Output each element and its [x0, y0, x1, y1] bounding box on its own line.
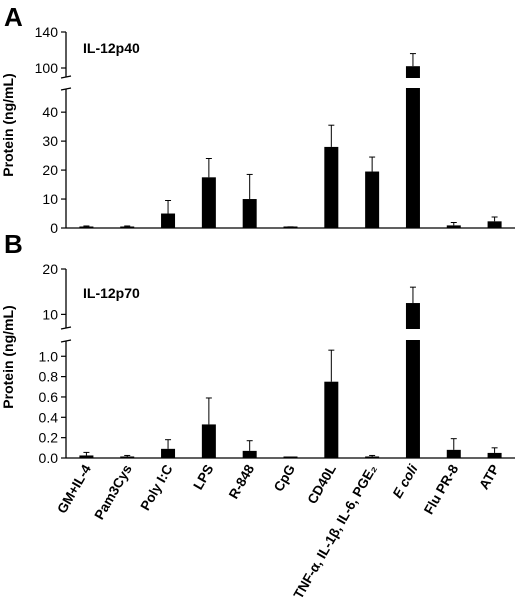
panel-b-bar	[283, 456, 298, 458]
x-tick-label: LPS	[190, 462, 216, 492]
panel-b-y-tick-label: 1.0	[39, 348, 59, 364]
panel-b-bar	[242, 450, 257, 458]
x-tick-label: Poly I:C	[138, 462, 176, 513]
panel-a-bar	[201, 177, 216, 228]
panel-a-title: IL-12p40	[83, 40, 140, 56]
panel-b-bar	[405, 303, 420, 458]
panel-a-y-tick-label: 10	[42, 191, 58, 207]
panel-b-bar	[446, 449, 461, 458]
x-tick-label: E coli	[390, 462, 421, 501]
panel-a-y-tick-label: 30	[42, 133, 58, 149]
panel-a-bar-break-gap	[404, 78, 421, 88]
panel-a-bar	[365, 171, 380, 228]
panel-a-bar	[242, 199, 257, 228]
panel-b-bar	[201, 424, 216, 458]
panel-a-axis-break-mark-lower	[60, 87, 72, 91]
panel-a-y-tick-label: 140	[35, 24, 59, 40]
panel-b-label: B	[4, 229, 23, 259]
panel-a-y-axis-label: Protein (ng/mL)	[0, 73, 16, 176]
panel-a-y-tick-label: 0	[50, 220, 58, 236]
panel-a-y-tick-label: 100	[35, 60, 59, 76]
panel-a-bar	[120, 226, 135, 228]
x-tick-label: Flu PR-8	[421, 462, 462, 517]
x-tick-label: CpG	[271, 462, 298, 494]
x-tick-label: TNF-α, IL-1β, IL-6, PGE₂	[291, 462, 380, 601]
panel-b-y-tick-label: 20	[42, 261, 58, 277]
panel-b-y-tick-label: 0.6	[39, 389, 59, 405]
x-tick-label: Pam3Cys	[91, 462, 134, 522]
panel-b-y-tick-label: 0.4	[39, 409, 59, 425]
panel-a-label: A	[4, 2, 23, 32]
panel-a-bar	[79, 226, 94, 228]
panel-a-bar	[161, 213, 176, 228]
panel-a-y-tick-label: 20	[42, 162, 58, 178]
panel-a-bar	[405, 66, 420, 228]
panel-b-title: IL-12p70	[83, 285, 140, 301]
panel-a: A IL-12p40 Protein (ng/mL) 100 140 0 10 20 30…	[0, 2, 515, 236]
panel-b-y-axis-label: Protein (ng/mL)	[0, 305, 16, 408]
panel-b-bar	[324, 381, 339, 458]
panel-b-bar	[120, 456, 135, 458]
panel-b-bar	[487, 452, 502, 458]
panel-b-bar	[365, 456, 380, 458]
panel-a-bar	[324, 146, 339, 228]
panel-a-y-tick-label: 40	[42, 104, 58, 120]
panel-a-axis-break-mark-upper	[60, 75, 72, 79]
x-tick-label: R-848	[226, 462, 258, 502]
panel-a-bar	[446, 225, 461, 228]
panel-b-axis-break-mark-upper	[60, 326, 72, 330]
panel-b-bar	[161, 448, 176, 458]
x-tick-label: GM+IL-4	[54, 462, 94, 516]
panel-b-bar-break-gap	[404, 329, 421, 340]
panel-b-bar	[79, 455, 94, 458]
x-tick-label: ATP	[476, 462, 502, 492]
panel-b-y-tick-label: 0.8	[39, 369, 59, 385]
panel-b-y-tick-label: 0.2	[39, 430, 59, 446]
panel-b-y-tick-label: 10	[42, 306, 58, 322]
panel-b: B IL-12p70 Protein (ng/mL) 10 20 0.0 0.2 0.4…	[0, 229, 515, 466]
panel-b-y-tick-label: 0.0	[39, 450, 59, 466]
panel-a-bar	[487, 221, 502, 228]
x-tick-label: CD40L	[305, 462, 339, 507]
panel-b-axis-break-mark-lower	[60, 339, 72, 343]
